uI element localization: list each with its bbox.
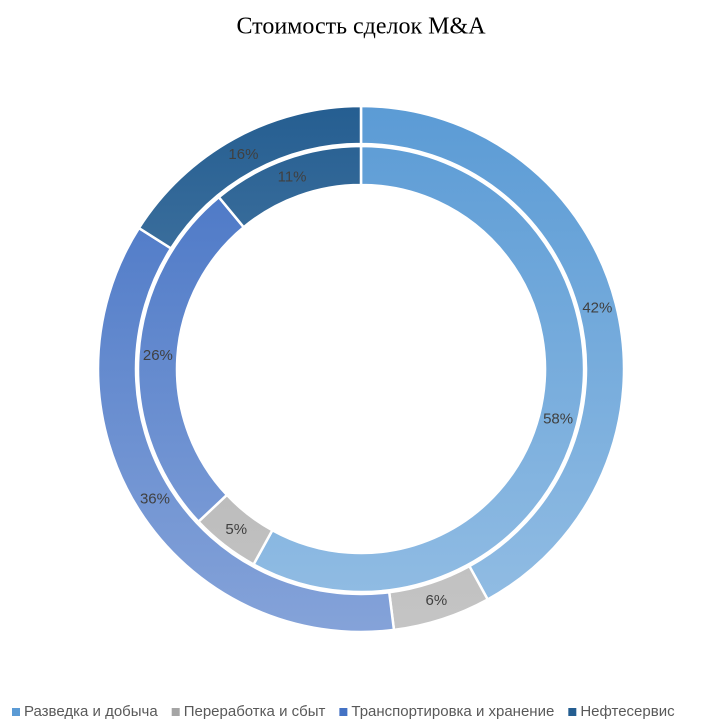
donut-segment (137, 104, 363, 251)
data-label: 11% (278, 168, 307, 185)
data-label: 26% (143, 347, 173, 364)
data-label: 58% (543, 411, 573, 428)
donut-segment (217, 144, 363, 229)
data-label: 16% (228, 146, 258, 163)
donut-segment (251, 144, 586, 594)
data-label: 42% (582, 299, 612, 316)
data-label: 36% (140, 491, 170, 508)
legend-label: Нефтесервис (580, 703, 675, 720)
legend-label: Переработка и сбыт (184, 703, 326, 720)
legend-marker (568, 708, 577, 716)
legend-marker (339, 708, 348, 716)
data-label: 5% (225, 521, 247, 538)
legend-marker (171, 708, 180, 716)
data-label: 6% (426, 592, 448, 609)
legend-label: Разведка и добыча (24, 703, 158, 720)
legend-label: Транспортировка и хранение (351, 703, 554, 720)
chart-title: Стоимость сделок M&A (236, 14, 486, 40)
legend-marker (12, 708, 20, 716)
